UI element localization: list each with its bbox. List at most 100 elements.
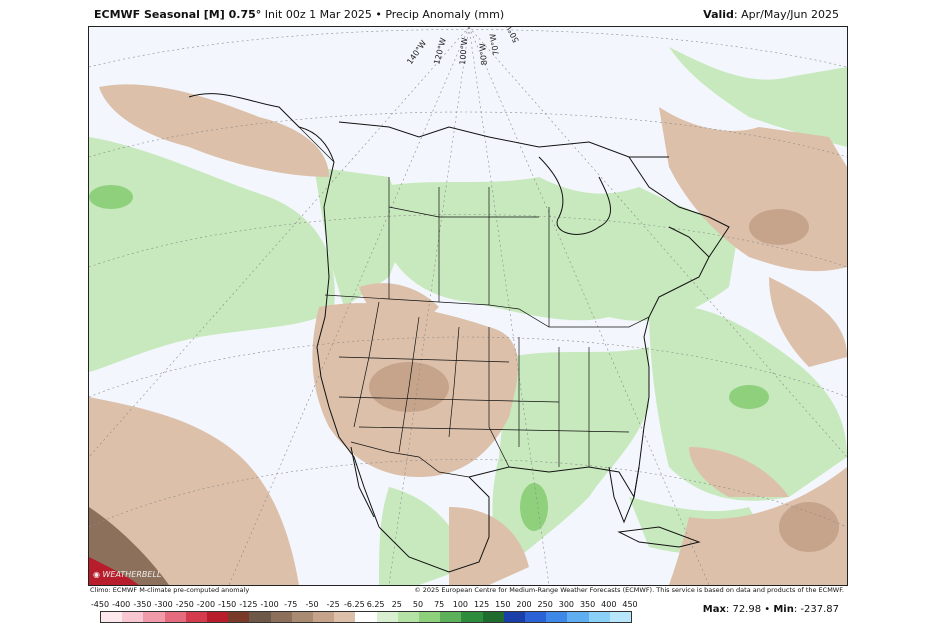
min-value: : -237.87 <box>793 604 839 615</box>
colorbar-swatch <box>207 612 229 622</box>
valid-label: Valid <box>703 8 734 21</box>
precip-anomaly-map: 140°W 120°W 100°W 80°W 70°W 50°W <box>89 27 847 585</box>
north-wet-area <box>669 47 847 147</box>
borders <box>298 126 650 478</box>
colorbar-tick-label: 100 <box>452 600 469 609</box>
colorbar-tick-label: -50 <box>305 600 319 609</box>
west-coast <box>316 161 380 528</box>
colorbar-tick-label: -25 <box>326 600 340 609</box>
alaska-dry-area <box>99 84 329 177</box>
colorbar-swatch <box>397 612 420 622</box>
colorbar-swatch <box>355 612 377 622</box>
colorbar-tick-label: 150 <box>495 600 511 609</box>
colorbar-swatch <box>546 612 568 622</box>
valid-value: : Apr/May/Jun 2025 <box>733 8 839 21</box>
colorbar-swatch <box>525 612 547 622</box>
hudson-bay-coast <box>538 156 612 235</box>
baja-coast <box>350 446 375 518</box>
colorbar-swatch <box>122 612 144 622</box>
colorbar-tick-label: -125 <box>239 600 258 609</box>
colorbar-swatch <box>270 612 292 622</box>
colorbar-swatch <box>313 612 335 622</box>
colorbar-tick-label: -6.25 <box>344 600 365 609</box>
pacific-wet-core <box>89 185 133 209</box>
colorbar-tick-label: -450 <box>90 600 110 609</box>
min-label: Min <box>773 604 794 615</box>
colorbar-swatch <box>419 612 441 622</box>
colorbar-swatch <box>143 612 165 622</box>
max-min-stats: Max: 72.98 • Min: -237.87 <box>703 604 839 615</box>
pacific-dry-max <box>89 507 169 585</box>
colorbar-tick-label: -400 <box>112 600 131 609</box>
state-lines <box>338 301 630 468</box>
wet-anomaly-strong <box>89 185 769 531</box>
graticule <box>89 27 847 585</box>
colorbar-swatch <box>482 612 504 622</box>
colorbar-tick-label: 25 <box>391 600 402 609</box>
colorbar-swatch <box>291 612 314 622</box>
colorbar-tick-label: 350 <box>579 600 596 609</box>
colorbar-tick-label: 450 <box>622 600 638 609</box>
northcentral-dry-area <box>359 283 439 327</box>
colorbar-swatch <box>185 612 208 622</box>
arctic-coast <box>338 121 669 158</box>
colorbar-swatch <box>334 612 356 622</box>
florida-coast <box>608 466 640 524</box>
init-text: Init 00z 1 Mar 2025 • Precip Anomaly (mm… <box>261 8 505 21</box>
colorbar-tick-label: -250 <box>175 600 194 609</box>
colorbar-tick-label: 50 <box>412 600 424 609</box>
colorbar-swatch <box>440 612 462 622</box>
lon-label-70w: 70°W <box>488 33 501 56</box>
weatherbell-logo: ◉ WEATHERBELL <box>93 570 162 579</box>
lon-label-100w: 100°W <box>458 37 469 65</box>
colorbar <box>100 611 632 623</box>
colorbar-tick-label: -200 <box>196 600 216 609</box>
pacific-dry-extreme <box>89 557 139 585</box>
lon-label-80w: 80°W <box>478 43 489 66</box>
climo-credit: Climo: ECMWF M-climate pre-computed anom… <box>90 586 250 594</box>
valid-period: Valid: Apr/May/Jun 2025 <box>703 8 839 21</box>
colorbar-tick-label: 400 <box>601 600 617 609</box>
labrador-dry-core <box>749 209 809 245</box>
colorbar-swatch <box>567 612 589 622</box>
southeast-dry-core <box>779 502 839 552</box>
atlantic-wet-core <box>729 385 769 409</box>
colorbar-swatch <box>609 612 632 622</box>
max-label: Max <box>702 604 726 615</box>
colorbar-swatch <box>376 612 398 622</box>
mexico-wet-area <box>379 487 469 585</box>
caribbean-dry-area <box>689 447 789 497</box>
colorbar-tick-label: 125 <box>473 600 490 609</box>
canada-us-border <box>324 294 650 328</box>
colorbar-tick-label: 6.25 <box>366 600 385 609</box>
coastlines <box>188 93 730 573</box>
colorbar-tick-label: 300 <box>558 600 575 609</box>
colorbar-tick-label: 200 <box>516 600 532 609</box>
canada-wet-area <box>379 177 739 321</box>
labrador-coast <box>628 156 730 258</box>
map-panel: 140°W 120°W 100°W 80°W 70°W 50°W ◉ WEATH… <box>88 26 848 586</box>
colorbar-tick-label: 75 <box>434 600 445 609</box>
east-coast <box>638 286 680 468</box>
colorbar-tick-labels: -450 -400 -350 -300 -250 -200 -150 -125 -100 -75-… <box>91 600 638 610</box>
colorbar-tick-label: -100 <box>260 600 279 609</box>
colorbar-swatch <box>588 612 610 622</box>
province-lines <box>388 177 550 327</box>
colorbar-tick-label: -150 <box>218 600 237 609</box>
mexico-coast <box>378 476 490 573</box>
southeast-dry-area <box>669 467 847 585</box>
colorbar-swatch <box>461 612 483 622</box>
alaska-coast <box>188 93 335 163</box>
colorbar-swatch <box>101 612 123 622</box>
colorbar-swatch <box>249 612 271 622</box>
us-mexico-border <box>350 441 470 478</box>
colorbar-tick-label: 250 <box>537 600 553 609</box>
pacific-wet-area <box>89 137 335 372</box>
max-value: : 72.98 • <box>725 604 774 615</box>
colorbar-swatch <box>228 612 250 622</box>
alaska-border <box>298 126 335 163</box>
ecmwf-credit: © 2025 European Centre for Medium-Range … <box>414 586 844 594</box>
colorbar-swatch <box>503 612 526 622</box>
colorbar-tick-label: -300 <box>154 600 173 609</box>
gulf-wet-core <box>520 483 548 531</box>
